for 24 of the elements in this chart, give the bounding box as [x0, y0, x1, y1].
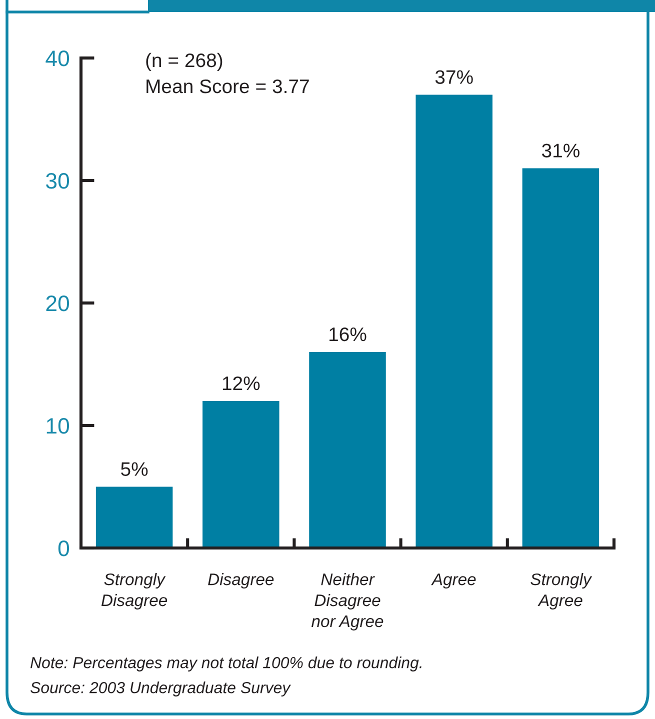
bar: [96, 486, 173, 548]
data-label: 16%: [330, 327, 366, 342]
x-tick-label: Strongly Disagree: [101, 573, 168, 610]
x-tick-label: Agree: [431, 574, 476, 589]
bar: [309, 352, 386, 548]
source-note: Source: 2003 Undergraduate Survey: [30, 682, 291, 696]
x-tick-label: Strongly Agree: [530, 573, 592, 610]
y-tick-label: 40: [46, 50, 70, 66]
x-tick-label: Neither Disagree nor Agree: [311, 573, 384, 630]
y-tick-label: 10: [46, 418, 70, 434]
y-tick-label: 30: [46, 173, 70, 189]
y-tick-label: 0: [58, 540, 70, 556]
data-label: 5%: [121, 462, 148, 476]
text: Note: Percentages may not total 100% due to rounding.: [30, 656, 422, 672]
annotation: (n = 268): [146, 52, 222, 72]
bar: [202, 401, 280, 548]
y-tick-label: 20: [46, 296, 70, 312]
data-label: 31%: [542, 144, 580, 158]
data-label: 37%: [435, 70, 473, 84]
data-label: 12%: [222, 376, 260, 390]
annotation: Mean Score = 3.77: [146, 79, 309, 94]
x-tick-label: Disagree: [208, 573, 274, 589]
bar: [522, 168, 600, 548]
bar: [416, 94, 492, 548]
